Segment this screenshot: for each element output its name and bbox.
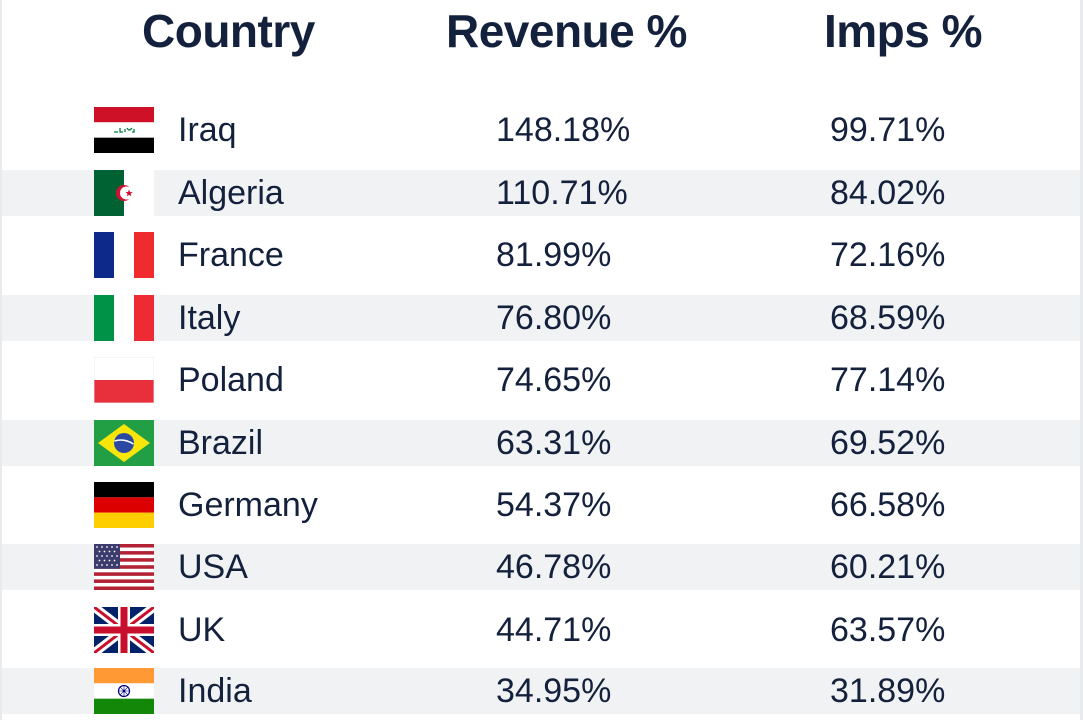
revenue-value: 110.71% (496, 174, 628, 212)
italy-flag-icon (94, 295, 154, 341)
imps-value: 66.58% (830, 486, 946, 524)
revenue-value: 76.80% (496, 299, 612, 337)
imps-value: 84.02% (830, 174, 946, 212)
country-name: Algeria (178, 174, 284, 212)
right-border (1080, 0, 1083, 720)
country-name: Italy (178, 299, 241, 337)
header-country: Country (142, 5, 315, 57)
left-border (0, 0, 2, 720)
imps-value: 63.57% (830, 611, 946, 649)
germany-flag-icon (94, 482, 154, 528)
imps-value: 99.71% (830, 111, 946, 149)
table-header: Country Revenue % Imps % (0, 0, 1083, 70)
table-row: Poland 74.65% 77.14% (0, 357, 1083, 403)
table-row: France 81.99% 72.16% (0, 232, 1083, 278)
table-row: Iraq 148.18% 99.71% (0, 107, 1083, 153)
usa-flag-icon (94, 544, 154, 590)
revenue-value: 81.99% (496, 236, 612, 274)
table-row: Algeria 110.71% 84.02% (0, 170, 1083, 216)
brazil-flag-icon (94, 420, 154, 466)
table-row: UK 44.71% 63.57% (0, 607, 1083, 653)
poland-flag-icon (94, 357, 154, 403)
country-name: UK (178, 611, 226, 649)
country-name: India (178, 672, 252, 710)
revenue-value: 54.37% (496, 486, 612, 524)
revenue-value: 44.71% (496, 611, 612, 649)
imps-value: 31.89% (830, 672, 946, 710)
country-name: Iraq (178, 111, 237, 149)
algeria-flag-icon (94, 170, 154, 216)
header-revenue: Revenue % (446, 5, 687, 57)
uk-flag-icon (94, 607, 154, 653)
country-name: Poland (178, 361, 284, 399)
table-row: Brazil 63.31% 69.52% (0, 420, 1083, 466)
table-row: USA 46.78% 60.21% (0, 544, 1083, 590)
revenue-value: 34.95% (496, 672, 612, 710)
revenue-value: 46.78% (496, 548, 612, 586)
revenue-value: 63.31% (496, 424, 612, 462)
country-name: USA (178, 548, 248, 586)
revenue-value: 148.18% (496, 111, 631, 149)
imps-value: 69.52% (830, 424, 946, 462)
table-row: Germany 54.37% 66.58% (0, 482, 1083, 528)
table-row: India 34.95% 31.89% (0, 668, 1083, 714)
country-name: Brazil (178, 424, 264, 462)
iraq-flag-icon (94, 107, 154, 153)
revenue-value: 74.65% (496, 361, 612, 399)
imps-value: 72.16% (830, 236, 946, 274)
country-name: France (178, 236, 284, 274)
india-flag-icon (94, 668, 154, 714)
imps-value: 77.14% (830, 361, 946, 399)
table-row: Italy 76.80% 68.59% (0, 295, 1083, 341)
france-flag-icon (94, 232, 154, 278)
imps-value: 68.59% (830, 299, 946, 337)
imps-value: 60.21% (830, 548, 946, 586)
header-imps: Imps % (824, 5, 983, 57)
country-name: Germany (178, 486, 318, 524)
